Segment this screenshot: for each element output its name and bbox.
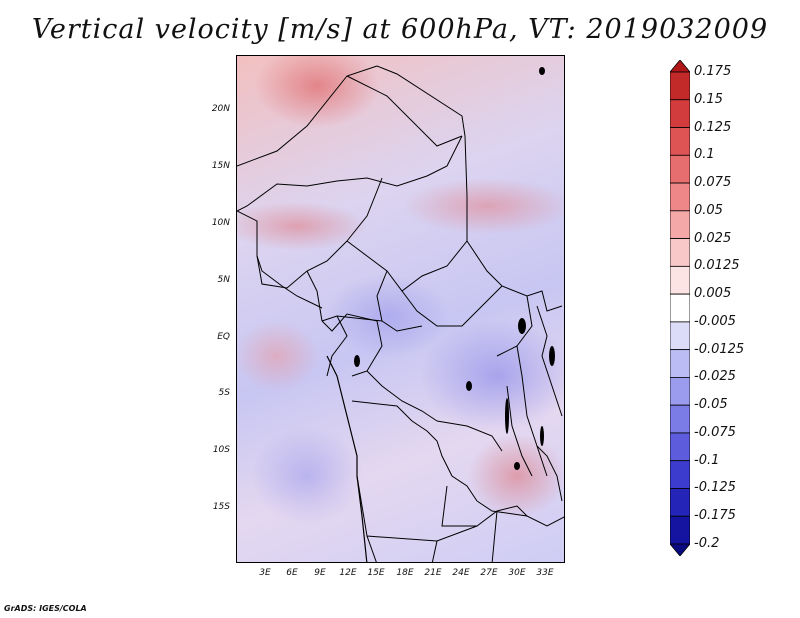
colorbar-label: 0.175 [694,64,732,79]
lon-label: 33E [536,568,554,578]
colorbar-segment [670,182,690,212]
colorbar-segment [670,460,690,489]
colorbar-label: -0.005 [694,313,736,329]
colorbar-label: -0.125 [694,480,736,496]
lon-label: 18E [396,568,414,578]
colorbar-segment [670,515,690,545]
colorbar-label: -0.2 [694,536,720,551]
lon-label: 30E [508,568,526,578]
colorbar-segment [670,432,690,462]
colorbar-label: 0.05 [694,202,723,218]
lat-label: 15N [211,161,230,171]
colorbar-segment [670,238,690,267]
colorbar-segment [670,265,690,295]
colorbar-label: 0.005 [694,286,732,302]
colorbar-label: -0.05 [694,397,728,413]
colorbar-label: -0.0125 [694,341,745,357]
colorbar-segment [670,543,690,556]
lon-label: 12E [339,568,357,578]
colorbar-segment [670,210,690,239]
colorbar-label: 0.15 [694,91,723,107]
colorbar-segment [670,321,690,351]
lat-label: 5N [217,275,230,285]
country-borders [237,65,564,562]
chart-title: Vertical velocity [m/s] at 600hPa, VT: 2… [31,14,769,45]
colorbar-label: -0.075 [694,424,736,440]
lat-label: 10S [212,445,230,455]
colorbar-label: -0.175 [694,508,736,524]
colorbar-segment [670,404,690,434]
colorbar-label: -0.1 [694,452,720,468]
colorbar-segment [670,488,690,517]
lon-label: 6E [286,568,298,578]
colorbar-label: 0.075 [694,175,732,191]
colorbar-label: -0.025 [694,369,736,385]
colorbar-segment [670,377,690,406]
lon-label: 27E [480,568,498,578]
colorbar-segment [670,60,690,73]
lon-label: 24E [452,568,470,578]
colorbar-segment [670,71,690,101]
lat-label: 20N [211,104,230,114]
lat-label: 15S [212,502,230,512]
colorbar-label: 0.1 [694,147,715,163]
colorbar-segment [670,99,690,128]
colorbar-segment [670,154,690,184]
colorbar-label: 0.025 [694,230,732,246]
colorbar-segment [670,349,690,378]
colorbar-segment [670,293,690,323]
map-plot [236,55,565,563]
lon-label: 21E [424,568,442,578]
lon-label: 3E [259,568,271,578]
lon-label: 15E [367,568,385,578]
lat-label: 10N [211,218,230,228]
lat-label: 5S [218,388,230,398]
grads-credit: GrADS: IGES/COLA [4,604,87,613]
colorbar-label: 0.0125 [694,258,740,274]
colorbar [670,60,690,556]
colorbar-segment [670,127,690,156]
lon-label: 9E [314,568,326,578]
lat-label: EQ [217,332,230,342]
colorbar-label: 0.125 [694,119,732,135]
